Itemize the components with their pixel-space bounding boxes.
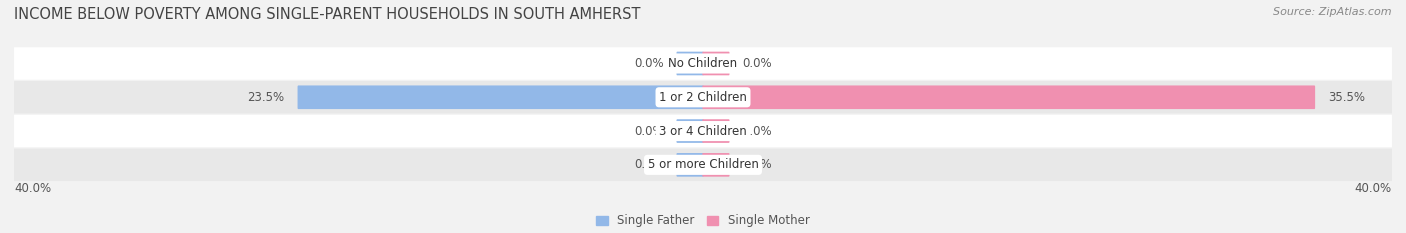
Text: 40.0%: 40.0% (14, 182, 51, 195)
FancyBboxPatch shape (703, 119, 730, 143)
FancyBboxPatch shape (703, 52, 730, 75)
Text: INCOME BELOW POVERTY AMONG SINGLE-PARENT HOUSEHOLDS IN SOUTH AMHERST: INCOME BELOW POVERTY AMONG SINGLE-PARENT… (14, 7, 641, 22)
Text: 0.0%: 0.0% (742, 158, 772, 171)
FancyBboxPatch shape (14, 115, 1392, 147)
FancyBboxPatch shape (14, 149, 1392, 181)
Text: 40.0%: 40.0% (1355, 182, 1392, 195)
Text: 0.0%: 0.0% (742, 125, 772, 137)
FancyBboxPatch shape (703, 86, 1315, 109)
Text: 35.5%: 35.5% (1329, 91, 1365, 104)
Text: 3 or 4 Children: 3 or 4 Children (659, 125, 747, 137)
FancyBboxPatch shape (676, 52, 703, 75)
Text: 23.5%: 23.5% (247, 91, 284, 104)
Text: 5 or more Children: 5 or more Children (648, 158, 758, 171)
Text: 0.0%: 0.0% (742, 57, 772, 70)
FancyBboxPatch shape (14, 47, 1392, 80)
Text: 0.0%: 0.0% (634, 125, 664, 137)
Text: 0.0%: 0.0% (634, 57, 664, 70)
FancyBboxPatch shape (14, 81, 1392, 113)
Legend: Single Father, Single Mother: Single Father, Single Mother (596, 214, 810, 227)
FancyBboxPatch shape (676, 119, 703, 143)
Text: 0.0%: 0.0% (634, 158, 664, 171)
FancyBboxPatch shape (703, 153, 730, 177)
Text: 1 or 2 Children: 1 or 2 Children (659, 91, 747, 104)
FancyBboxPatch shape (676, 153, 703, 177)
Text: Source: ZipAtlas.com: Source: ZipAtlas.com (1274, 7, 1392, 17)
FancyBboxPatch shape (298, 86, 703, 109)
Text: No Children: No Children (668, 57, 738, 70)
